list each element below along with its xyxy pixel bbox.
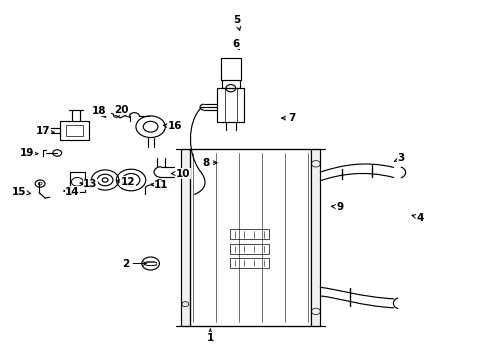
Text: 2: 2 [122,258,146,269]
Bar [229,244,268,254]
Text: 18: 18 [91,106,106,117]
Text: 14: 14 [63,186,80,197]
Bar [60,121,88,140]
Text: 1: 1 [206,329,213,343]
Bar [189,149,311,326]
Text: 10: 10 [171,168,190,179]
Bar [217,88,244,122]
Text: 17: 17 [36,126,54,136]
Bar [229,229,268,239]
Bar [311,149,320,326]
Bar [229,258,268,268]
Text: 3: 3 [393,153,404,163]
Text: 7: 7 [281,113,296,123]
Text: 4: 4 [411,213,424,223]
Circle shape [53,150,61,156]
Text: 16: 16 [163,121,182,131]
Text: 5: 5 [233,15,240,31]
Text: 6: 6 [232,39,239,50]
Text: 13: 13 [80,179,98,189]
Text: 19: 19 [20,148,38,158]
Bar [66,125,83,136]
Text: 12: 12 [117,177,135,187]
Text: 20: 20 [114,105,130,117]
Text: 11: 11 [150,180,168,190]
Text: 9: 9 [331,202,343,212]
Bar [222,80,239,88]
Text: 8: 8 [203,158,217,168]
Bar [181,149,189,326]
Bar [70,172,85,192]
Text: 15: 15 [11,186,31,197]
